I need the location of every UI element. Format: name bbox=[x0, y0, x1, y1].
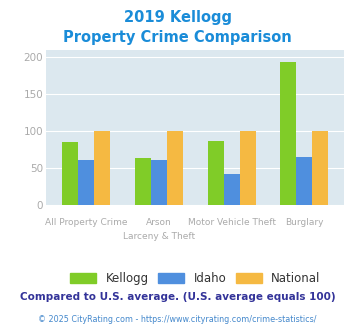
Bar bbox=[208, 141, 224, 205]
Text: 2019 Kellogg: 2019 Kellogg bbox=[124, 10, 231, 25]
Text: Larceny & Theft: Larceny & Theft bbox=[123, 232, 195, 241]
Legend: Kellogg, Idaho, National: Kellogg, Idaho, National bbox=[66, 269, 324, 289]
Bar bbox=[151, 160, 167, 205]
Text: © 2025 CityRating.com - https://www.cityrating.com/crime-statistics/: © 2025 CityRating.com - https://www.city… bbox=[38, 315, 317, 324]
Bar bbox=[312, 131, 328, 205]
Text: Burglary: Burglary bbox=[285, 218, 324, 227]
Bar bbox=[62, 142, 78, 205]
Bar bbox=[240, 131, 256, 205]
Bar bbox=[296, 157, 312, 205]
Bar bbox=[94, 131, 110, 205]
Bar bbox=[135, 158, 151, 205]
Text: Motor Vehicle Theft: Motor Vehicle Theft bbox=[187, 218, 275, 227]
Bar bbox=[78, 160, 94, 205]
Text: Property Crime Comparison: Property Crime Comparison bbox=[63, 30, 292, 45]
Text: Arson: Arson bbox=[146, 218, 172, 227]
Bar bbox=[224, 174, 240, 205]
Text: All Property Crime: All Property Crime bbox=[45, 218, 127, 227]
Bar bbox=[167, 131, 183, 205]
Text: Compared to U.S. average. (U.S. average equals 100): Compared to U.S. average. (U.S. average … bbox=[20, 292, 335, 302]
Bar bbox=[280, 62, 296, 205]
